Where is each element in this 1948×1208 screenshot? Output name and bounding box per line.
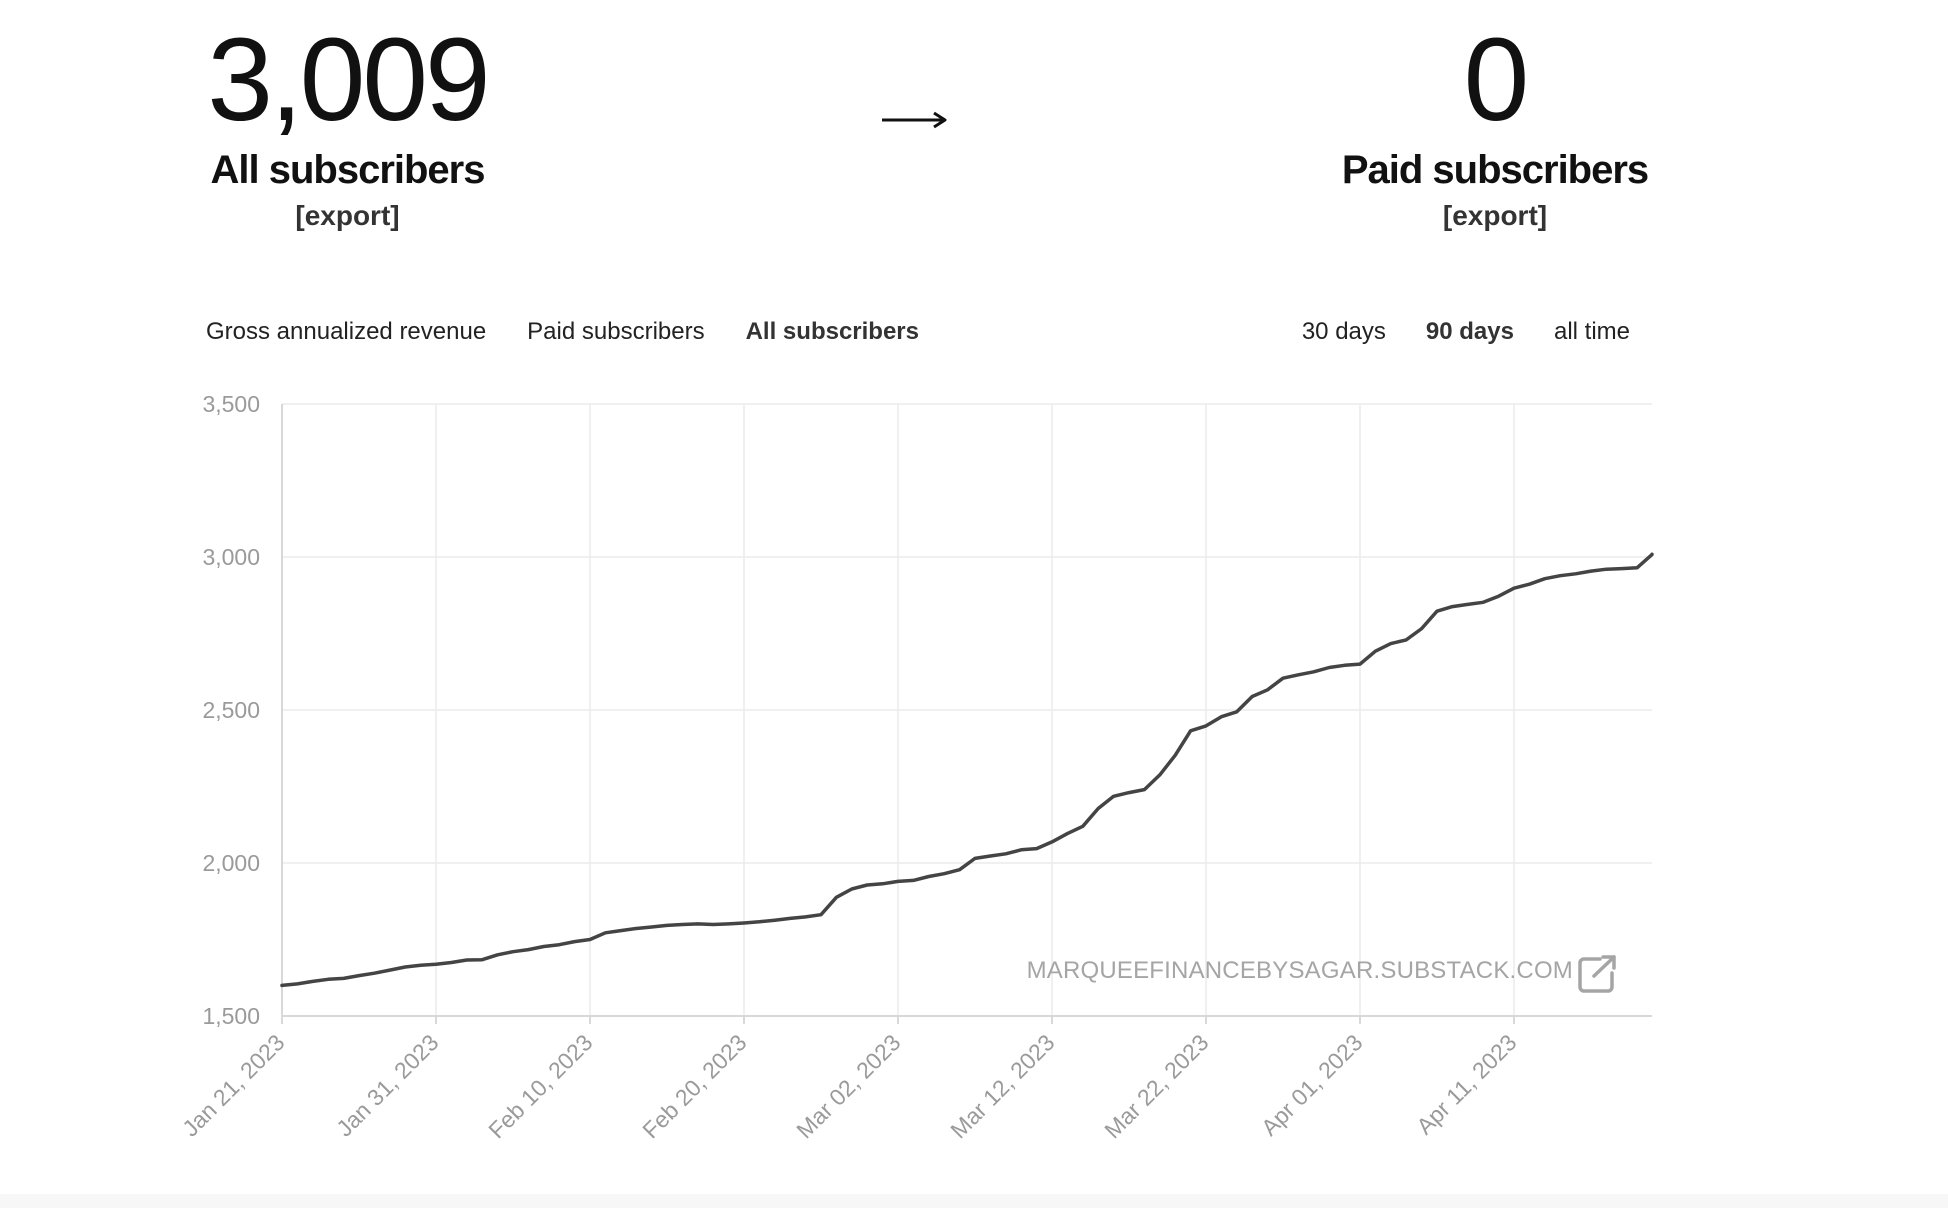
chart-axes bbox=[281, 404, 1652, 1024]
tab-all-time[interactable]: all time bbox=[1553, 318, 1630, 345]
chart-series bbox=[280, 552, 1654, 988]
watermark-text: MARQUEEFINANCEBYSAGAR.SUBSTACK.COM bbox=[1027, 957, 1573, 984]
range-tabs: 30 days 90 days all time bbox=[1302, 316, 1630, 348]
series-line-all-subscribers bbox=[280, 552, 1654, 988]
y-tick-label: 1,500 bbox=[202, 1003, 260, 1029]
tab-paid-subscribers[interactable]: Paid subscribers bbox=[527, 318, 705, 345]
x-tick-label: Mar 12, 2023 bbox=[945, 1029, 1059, 1143]
all-subscribers-stat: 3,009 All subscribers [export] bbox=[160, 20, 535, 234]
x-tick-label: Jan 31, 2023 bbox=[331, 1029, 443, 1141]
tab-30-days[interactable]: 30 days bbox=[1301, 318, 1386, 345]
page-footer-strip bbox=[0, 1194, 1948, 1208]
paid-subscribers-label: Paid subscribers bbox=[1341, 148, 1649, 192]
external-link-icon[interactable] bbox=[1578, 955, 1616, 993]
y-axis-ticks: 1,500 2,000 2,500 3,000 3,500 bbox=[202, 391, 260, 1029]
paid-subscribers-count: 0 bbox=[1463, 14, 1530, 146]
x-tick-label: Apr 01, 2023 bbox=[1256, 1029, 1368, 1141]
chart-grid bbox=[281, 403, 1652, 1017]
all-subscribers-label: All subscribers bbox=[210, 148, 485, 192]
x-tick-label: Mar 22, 2023 bbox=[1099, 1029, 1213, 1143]
tab-90-days[interactable]: 90 days bbox=[1425, 318, 1514, 345]
paid-subscribers-stat: 0 Paid subscribers [export] bbox=[1280, 20, 1710, 234]
arrow-right-icon bbox=[882, 111, 947, 129]
x-tick-label: Mar 02, 2023 bbox=[791, 1029, 905, 1143]
tab-gross-annualized-revenue[interactable]: Gross annualized revenue bbox=[206, 318, 487, 345]
x-tick-label: Feb 20, 2023 bbox=[637, 1029, 751, 1143]
x-axis-ticks: Jan 21, 2023 Jan 31, 2023 Feb 10, 2023 Feb … bbox=[177, 1029, 1521, 1143]
x-tick-label: Feb 10, 2023 bbox=[483, 1029, 597, 1143]
y-tick-label: 2,000 bbox=[202, 850, 260, 876]
tab-all-subscribers[interactable]: All subscribers bbox=[745, 318, 919, 345]
all-subscribers-count: 3,009 bbox=[207, 14, 490, 146]
metric-tabs: Gross annualized revenue Paid subscriber… bbox=[206, 316, 919, 348]
y-tick-label: 3,000 bbox=[202, 544, 260, 570]
x-tick-label: Apr 11, 2023 bbox=[1411, 1029, 1521, 1139]
all-subscribers-export-link[interactable]: [export] bbox=[295, 200, 400, 231]
y-tick-label: 2,500 bbox=[202, 697, 260, 723]
x-tick-label: Jan 21, 2023 bbox=[177, 1029, 289, 1141]
y-tick-label: 3,500 bbox=[202, 391, 260, 417]
paid-subscribers-export-link[interactable]: [export] bbox=[1442, 200, 1548, 231]
